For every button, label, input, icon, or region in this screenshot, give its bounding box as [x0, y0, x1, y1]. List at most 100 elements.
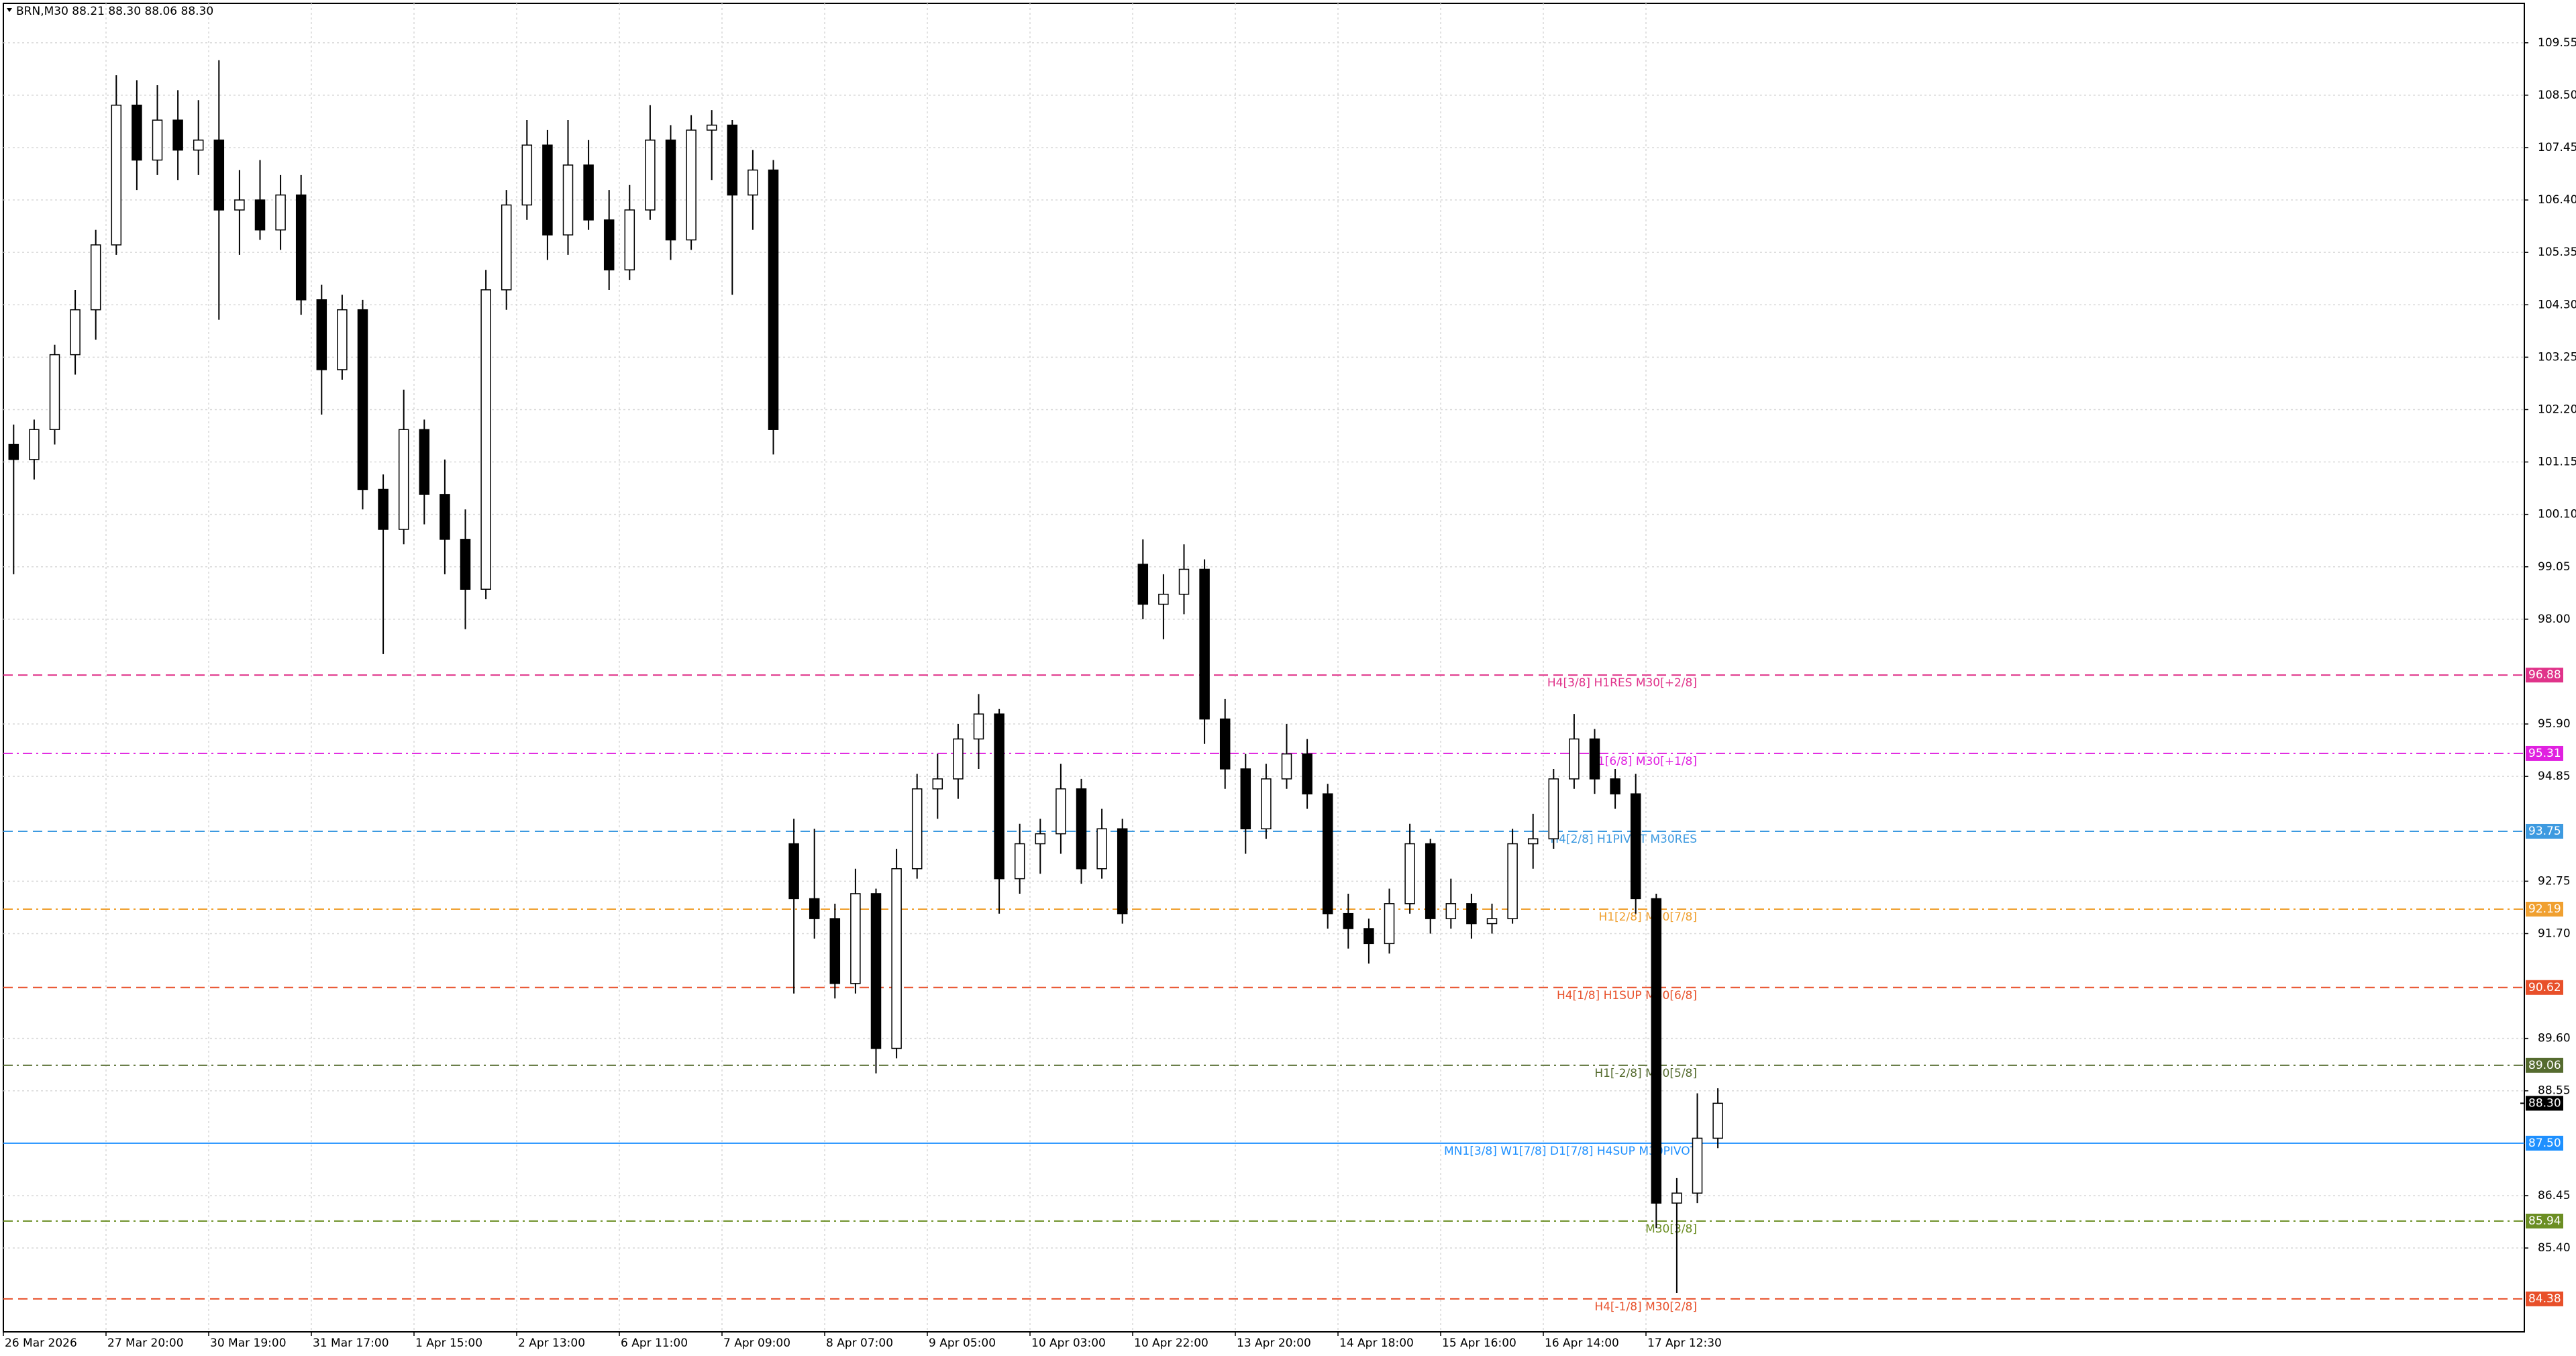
candle-body [994, 713, 1004, 880]
candle-body [193, 140, 204, 151]
price-tag-label: 84.38 [2528, 1292, 2561, 1306]
candle-body [234, 199, 245, 211]
candle-body [90, 244, 101, 311]
price-tag [2526, 745, 2563, 761]
price-tag-label: 92.19 [2528, 902, 2561, 916]
candle-body [1651, 898, 1662, 1204]
y-tick-label: 91.70 [2538, 927, 2571, 940]
grid [3, 3, 2524, 1332]
candle-body [1055, 788, 1066, 835]
candle-body [1507, 843, 1518, 919]
candle-body [1261, 778, 1272, 829]
candle-body [1486, 918, 1498, 925]
price-tag [2526, 902, 2563, 917]
y-tick-label: 94.85 [2538, 770, 2571, 783]
candle-body [542, 144, 553, 236]
candle-body [665, 140, 676, 241]
candle-body [1548, 778, 1559, 839]
current-price-label: 88.30 [2528, 1096, 2561, 1110]
y-tick-label: 100.10 [2538, 508, 2576, 521]
candle-body [1076, 788, 1087, 870]
price-tag [2526, 1213, 2563, 1229]
menu-arrow[interactable] [7, 8, 12, 12]
candle-body [440, 494, 450, 540]
candle-body [213, 140, 225, 211]
candle-body [521, 144, 533, 206]
x-tick-label: 31 Mar 17:00 [313, 1337, 389, 1350]
level-label: H1[6/8] M30[+1/8] [1589, 755, 1697, 768]
candle-body [254, 199, 266, 231]
candle-body [152, 119, 163, 161]
y-tick-label: 102.20 [2538, 403, 2576, 416]
price-tag-label: 90.62 [2528, 981, 2561, 994]
candle-body [788, 843, 799, 900]
price-tag-label: 89.06 [2528, 1059, 2561, 1072]
x-tick-label: 15 Apr 16:00 [1442, 1337, 1516, 1350]
x-tick-label: 13 Apr 20:00 [1237, 1337, 1311, 1350]
candle-body [1322, 793, 1333, 915]
candle-body [460, 539, 471, 590]
price-tag-label: 93.75 [2528, 825, 2561, 838]
candle-body [583, 164, 594, 221]
level-label: M30[3/8] [1645, 1222, 1697, 1236]
candle-body [603, 219, 615, 270]
candle-body [70, 309, 81, 356]
candle-body [727, 124, 738, 196]
axes: 109.55 108.50 107.45 106.40 105.35 104.30 103.… [3, 36, 2576, 1350]
y-tick-label: 101.15 [2538, 456, 2576, 469]
candle-body [829, 918, 841, 984]
y-tick-label: 106.40 [2538, 193, 2576, 207]
chart-title: BRN,M30 88.21 88.30 88.06 88.30 [16, 5, 213, 18]
y-tick-label: 85.40 [2538, 1241, 2571, 1255]
candle-body [357, 309, 368, 490]
plot-frame [3, 3, 2525, 1333]
candle-body [49, 354, 60, 430]
level-label: H1[-2/8] M30[5/8] [1594, 1067, 1697, 1080]
candle-body [111, 104, 122, 246]
candle-body [1384, 903, 1395, 945]
y-tick-label: 105.35 [2538, 246, 2576, 259]
candles [8, 60, 1723, 1293]
candle-body [480, 289, 491, 590]
candle-body [1445, 903, 1457, 919]
candle-body [419, 429, 430, 495]
y-tick-label: 86.45 [2538, 1189, 2571, 1202]
candle-body [1692, 1137, 1703, 1194]
price-tag [2526, 668, 2563, 683]
candle-body [1281, 753, 1292, 780]
y-tick-label: 88.55 [2538, 1084, 2571, 1098]
candle-body [132, 104, 142, 161]
candle-body [1712, 1102, 1723, 1139]
candle-body [891, 868, 902, 1049]
candle-body [316, 299, 327, 370]
candle-body [1610, 778, 1620, 794]
x-tick-label: 2 Apr 13:00 [518, 1337, 585, 1350]
candle-body [1569, 738, 1580, 780]
x-tick-label: 17 Apr 12:30 [1647, 1337, 1722, 1350]
candle-body [911, 788, 923, 870]
candle-body [1158, 593, 1169, 605]
candle-body [1117, 828, 1128, 915]
x-tick-label: 10 Apr 22:00 [1134, 1337, 1208, 1350]
candle-body [1137, 564, 1149, 605]
y-tick-label: 98.00 [2538, 613, 2571, 626]
y-tick-label: 107.45 [2538, 141, 2576, 154]
y-tick-label: 104.30 [2538, 298, 2576, 311]
price-tag [2526, 823, 2563, 839]
candle-body [295, 194, 307, 301]
level-label: H4[2/8] H1PIVOT M30RES [1550, 833, 1697, 846]
price-tag [2526, 1291, 2563, 1306]
candle-body [1363, 928, 1374, 945]
candle-body [501, 204, 512, 291]
candle-body [1035, 833, 1046, 845]
y-tick-label: 103.25 [2538, 350, 2576, 364]
y-tick-label: 92.75 [2538, 874, 2571, 888]
x-tick-label: 16 Apr 14:00 [1545, 1337, 1619, 1350]
y-tick-label: 99.05 [2538, 560, 2571, 574]
y-tick-label: 89.60 [2538, 1032, 2571, 1045]
candle-body [1014, 843, 1025, 880]
price-tag-label: 96.88 [2528, 668, 2561, 682]
x-tick-label: 27 Mar 20:00 [107, 1337, 184, 1350]
